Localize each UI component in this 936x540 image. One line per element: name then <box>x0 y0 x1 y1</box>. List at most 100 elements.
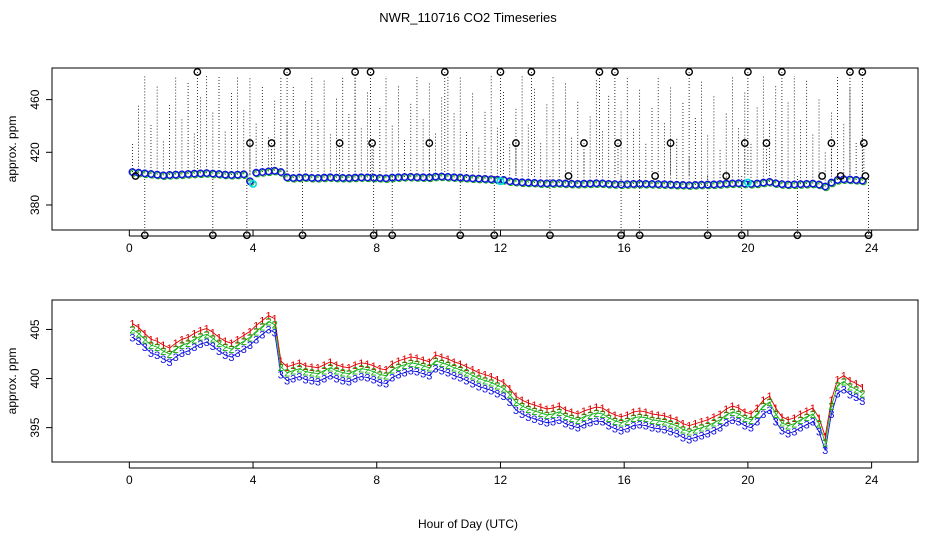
top-data-marks <box>128 68 873 240</box>
bottom-data-marks: 1 1 1 1 1 1 1 1 1 1 1 1 1 1 1 1 1 1 1 1 1 1 1 11 1 1 1 1 1 1 1 1 1 1 1 1 1 1 1… <box>129 311 865 458</box>
bottom-series-marker-1: 1 <box>358 358 364 370</box>
bottom-series-marker-3: 3 <box>649 423 655 435</box>
top-y-tick-label: 460 <box>28 89 42 109</box>
bottom-series-marker-3: 3 <box>129 332 135 344</box>
top-panel: 0 4 8 12 16 20 24 380 420 460 approx. ppm <box>5 67 919 255</box>
bottom-series-line-2 <box>132 321 863 443</box>
bottom-series-marker-2: 2 <box>173 344 179 356</box>
bottom-series-marker-3: 3 <box>773 417 779 429</box>
bottom-series-marker-1: 1 <box>748 409 754 421</box>
top-outlier-point <box>564 172 573 180</box>
bottom-series-marker-3: 3 <box>593 416 599 428</box>
bottom-series-marker-3: 3 <box>519 409 525 421</box>
bottom-series-marker-3: 3 <box>253 334 259 346</box>
bottom-series-marker-2: 2 <box>420 361 426 373</box>
top-plot-frame <box>51 67 919 231</box>
bottom-series-marker-1: 1 <box>402 354 408 366</box>
bottom-series-marker-2: 2 <box>773 409 779 421</box>
bottom-series-marker-1: 1 <box>773 403 779 415</box>
bottom-series-marker-3: 3 <box>618 426 624 438</box>
bottom-series-marker-2: 2 <box>284 368 290 380</box>
bottom-series-marker-2: 2 <box>556 407 562 419</box>
top-point-green <box>241 171 249 179</box>
bottom-series-marker-3: 3 <box>661 425 667 437</box>
bottom-series-marker-1: 1 <box>216 332 222 344</box>
bottom-series-marker-2: 2 <box>142 334 148 346</box>
bottom-series-marker-3: 3 <box>457 373 463 385</box>
bottom-series-marker-2: 2 <box>136 328 142 340</box>
top-y-tick-label: 380 <box>28 195 42 215</box>
top-y-axis: 380 420 460 <box>28 89 52 215</box>
bottom-series-marker-3: 3 <box>791 427 797 439</box>
bottom-series-marker-3: 3 <box>556 415 562 427</box>
bottom-series-marker-3: 3 <box>507 397 513 409</box>
bottom-panel: 1 1 1 1 1 1 1 1 1 1 1 1 1 1 1 1 1 1 1 1 1 1 1 11 1 1 1 1 1 1 1 1 1 1 1 1 1 1 1… <box>5 299 919 531</box>
bottom-series-marker-3: 3 <box>290 374 296 386</box>
bottom-series-marker-2: 2 <box>538 408 544 420</box>
bottom-series-marker-2: 2 <box>822 437 828 449</box>
top-outlier-point <box>635 231 644 240</box>
bottom-series-marker-1: 1 <box>538 402 544 414</box>
bottom-series-marker-2: 2 <box>395 362 401 374</box>
bottom-series-marker-1: 1 <box>562 405 568 417</box>
bottom-series-marker-1: 1 <box>389 359 395 371</box>
bottom-series-marker-2: 2 <box>327 363 333 375</box>
bottom-series-marker-3: 3 <box>711 426 717 438</box>
bottom-series-marker-1: 1 <box>637 406 643 418</box>
bottom-series-marker-2: 2 <box>692 425 698 437</box>
bottom-series-marker-1: 1 <box>476 368 482 380</box>
bottom-series-marker-2: 2 <box>191 334 197 346</box>
bottom-series-marker-1: 1 <box>241 330 247 342</box>
bottom-series-marker-1: 1 <box>779 412 785 424</box>
bottom-series-marker-1: 1 <box>606 407 612 419</box>
bottom-y-axis: 395 400 405 <box>28 319 52 438</box>
bottom-series-marker-2: 2 <box>779 418 785 430</box>
bottom-series-marker-2: 2 <box>241 336 247 348</box>
bottom-series-marker-3: 3 <box>606 421 612 433</box>
top-x-axis: 0 4 8 12 16 20 24 <box>126 230 879 255</box>
bottom-series-marker-1: 1 <box>309 362 315 374</box>
bottom-series-marker-1: 1 <box>680 419 686 431</box>
bottom-series-marker-1: 1 <box>179 334 185 346</box>
bottom-series-marker-3: 3 <box>148 348 154 360</box>
bottom-series-marker-3: 3 <box>272 327 278 339</box>
bottom-series-marker-2: 2 <box>408 358 414 370</box>
bottom-series-marker-2: 2 <box>531 406 537 418</box>
bottom-series-marker-2: 2 <box>340 368 346 380</box>
bottom-series-marker-3: 3 <box>463 376 469 388</box>
top-point-green <box>828 179 837 188</box>
bottom-series-marker-3: 3 <box>333 374 339 386</box>
top-outlier-point <box>595 68 604 76</box>
bottom-series-marker-3: 3 <box>736 417 742 429</box>
bottom-series-marker-3: 3 <box>816 427 822 439</box>
top-outlier-point <box>283 68 291 76</box>
bottom-series-marker-3: 3 <box>166 357 172 369</box>
bottom-series-marker-3: 3 <box>321 374 327 386</box>
bottom-series-marker-3: 3 <box>488 385 494 397</box>
bottom-series-marker-2: 2 <box>129 324 135 336</box>
bottom-series-marker-2: 2 <box>154 342 160 354</box>
bottom-series-marker-1: 1 <box>364 359 370 371</box>
bottom-series-marker-3: 3 <box>247 340 253 352</box>
bottom-series-marker-3: 3 <box>624 424 630 436</box>
bottom-series-marker-1: 1 <box>859 382 865 394</box>
chart-title: NWR_110716 CO2 Timeseries <box>379 10 557 25</box>
top-outlier-point <box>666 139 675 147</box>
bottom-series-marker-3: 3 <box>630 421 636 433</box>
bottom-series-marker-2: 2 <box>228 344 234 356</box>
bottom-series-marker-3: 3 <box>797 423 803 435</box>
bottom-series-marker-1: 1 <box>723 404 729 416</box>
bottom-series-marker-2: 2 <box>742 413 748 425</box>
bottom-series-marker-3: 3 <box>698 430 704 442</box>
bottom-series-marker-2: 2 <box>346 369 352 381</box>
bottom-series-marker-2: 2 <box>333 366 339 378</box>
bottom-series-marker-3: 3 <box>766 405 772 417</box>
bottom-series-marker-3: 3 <box>432 364 438 376</box>
bottom-series-marker-3: 3 <box>500 391 506 403</box>
bottom-series-marker-1: 1 <box>154 336 160 348</box>
bottom-series-marker-1: 1 <box>457 359 463 371</box>
bottom-series-marker-1: 1 <box>705 415 711 427</box>
bottom-series-marker-1: 1 <box>742 407 748 419</box>
top-outlier-point <box>836 172 845 180</box>
bottom-series-marker-1: 1 <box>587 404 593 416</box>
